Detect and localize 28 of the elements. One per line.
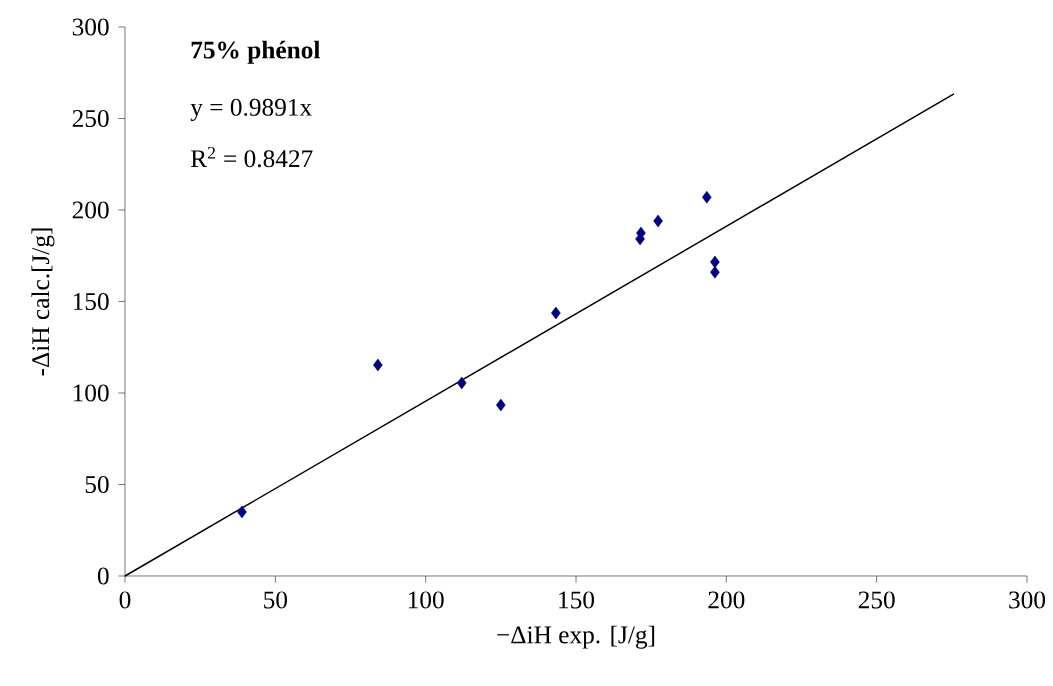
point xyxy=(653,214,663,228)
point xyxy=(551,306,561,320)
x-tick-label: 250 xyxy=(858,591,895,609)
point xyxy=(373,358,383,372)
y-tick-label: 250 xyxy=(72,109,109,128)
point xyxy=(702,190,712,204)
point xyxy=(710,265,720,279)
x-tick-label: 0 xyxy=(119,591,131,609)
y-tick-label: 300 xyxy=(72,18,109,36)
y-tick-label: 50 xyxy=(85,475,109,494)
x-tick-label: 100 xyxy=(408,591,444,609)
point xyxy=(496,398,506,412)
x-axis-title: −ΔiH exp. [J/g] xyxy=(497,625,655,649)
point xyxy=(456,376,467,390)
y-tick-label: 100 xyxy=(73,384,109,402)
annotation: R$^{2}$ = 0.8427 xyxy=(190,146,313,168)
x-tick-label: 150 xyxy=(559,591,595,609)
annotation: y = 0.9891x xyxy=(190,98,312,122)
annotation: 75% phénol xyxy=(191,40,320,64)
point xyxy=(710,255,720,269)
point xyxy=(237,505,247,519)
y-tick-label: 0 xyxy=(97,567,109,585)
y-tick-label: 150 xyxy=(73,292,109,311)
y-tick-label: 200 xyxy=(72,201,109,219)
x-tick-label: 200 xyxy=(708,591,745,609)
x-tick-label: 50 xyxy=(264,591,288,609)
y-axis-title: -ΔiH calc.[J/g] xyxy=(31,228,55,376)
x-tick-label: 300 xyxy=(1009,591,1046,609)
